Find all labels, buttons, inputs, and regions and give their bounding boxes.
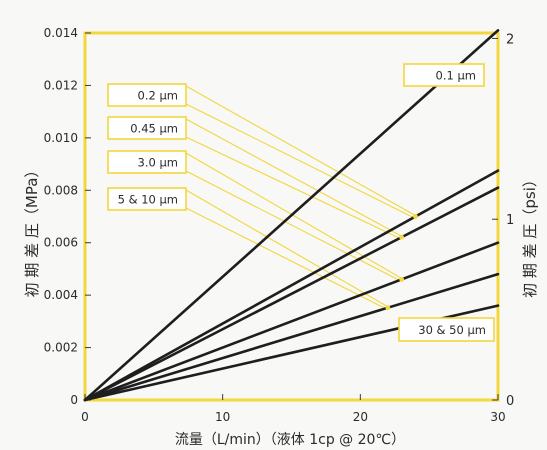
leader-dot xyxy=(399,234,405,240)
y-axis-title-right: 初 期 差 圧（psi） xyxy=(521,172,539,298)
series-label: 30 & 50 μm xyxy=(418,323,486,337)
series-label-box xyxy=(107,83,187,107)
leader-line xyxy=(185,118,402,237)
series-label: 3.0 μm xyxy=(138,156,178,170)
series-line xyxy=(83,29,500,402)
series-line xyxy=(83,241,500,402)
y-right-tick-label: 2 xyxy=(506,32,514,47)
leader-dot xyxy=(385,305,391,311)
series-label: 5 & 10 μm xyxy=(118,193,178,207)
series-label: 0.45 μm xyxy=(130,122,178,136)
y-tick-label: 0.008 xyxy=(44,183,78,197)
leader-line xyxy=(185,85,416,216)
series-label-box xyxy=(403,63,485,87)
leader-line xyxy=(185,103,416,219)
y-axis-title-left: 初 期 差 圧（MPa） xyxy=(23,163,41,298)
leader-line xyxy=(185,152,402,279)
x-tick-label: 0 xyxy=(81,410,89,424)
leader-dot xyxy=(413,214,418,219)
y-tick-label: 0.002 xyxy=(44,341,78,355)
series-label-box xyxy=(107,187,187,211)
y-tick-label: 0 xyxy=(70,393,78,407)
y-tick-label: 0.006 xyxy=(44,236,78,250)
x-axis-title: 流量（L/min）（液体 1cp @ 20℃） xyxy=(175,432,405,448)
y-tick-label: 0.012 xyxy=(44,78,78,92)
y-tick-label: 0.014 xyxy=(44,26,78,40)
leader-line xyxy=(185,136,402,240)
series-label-box xyxy=(107,150,187,174)
y-right-tick-label: 0 xyxy=(506,394,514,409)
x-tick-label: 20 xyxy=(353,410,368,424)
y-right-tick-label: 1 xyxy=(506,213,514,228)
series-line xyxy=(83,186,500,402)
y-tick-label: 0.004 xyxy=(44,288,78,302)
series-label-box xyxy=(107,116,187,140)
leader-line xyxy=(185,170,402,282)
x-tick-label: 30 xyxy=(490,410,505,424)
leader-line xyxy=(185,189,389,308)
plot-frame xyxy=(83,31,500,402)
y-tick-label: 0.010 xyxy=(44,131,78,145)
series-line xyxy=(83,169,500,402)
series-label-box xyxy=(398,317,495,342)
series-line xyxy=(83,272,500,402)
leader-dot xyxy=(399,277,405,282)
leader-line xyxy=(185,207,389,311)
series-label: 0.2 μm xyxy=(138,89,178,103)
x-tick-label: 10 xyxy=(215,410,230,424)
series-label: 0.1 μm xyxy=(436,69,476,83)
